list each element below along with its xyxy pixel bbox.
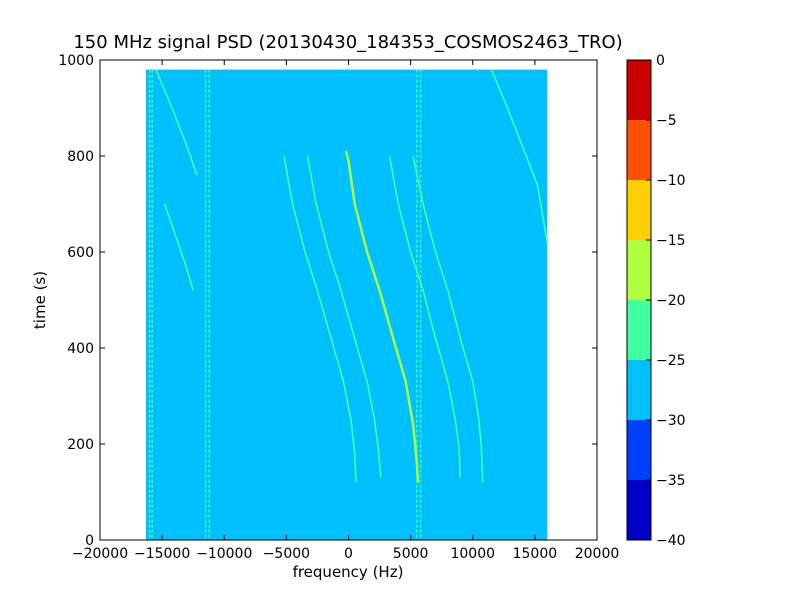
colorbar: 0 −5 −10 −15 −20 −25 −30 −35 −40 <box>626 53 686 549</box>
y-tick-label: 1000 <box>58 53 94 69</box>
x-axis-ticks: −20000 −15000 −10000 −5000 0 5000 10000 15000 20… <box>72 60 619 562</box>
doppler-trace <box>490 69 549 243</box>
y-tick-label: 0 <box>85 533 94 549</box>
y-axis-ticks: 0 200 400 600 800 1000 <box>58 53 597 549</box>
x-tick-label: −10000 <box>196 546 252 562</box>
doppler-trace <box>306 155 382 478</box>
colorbar-segment <box>627 120 651 180</box>
spectrogram-heatmap <box>145 69 549 540</box>
colorbar-tick-label: −30 <box>656 413 686 429</box>
y-tick-label: 400 <box>67 341 94 357</box>
y-tick-label: 600 <box>67 245 94 261</box>
y-axis-label: time (s) <box>31 271 49 329</box>
colorbar-tick-label: −25 <box>656 353 686 369</box>
chart-title: 150 MHz signal PSD (20130430_184353_COSM… <box>73 32 622 53</box>
x-tick-label: 0 <box>344 546 353 562</box>
heatmap-background <box>145 69 548 540</box>
colorbar-segment <box>627 180 651 240</box>
y-tick-label: 800 <box>67 149 94 165</box>
colorbar-tick-label: −20 <box>656 293 686 309</box>
x-tick-label: −20000 <box>72 546 128 562</box>
doppler-trace <box>163 203 194 291</box>
colorbar-segment <box>627 360 651 420</box>
colorbar-tick-label: −40 <box>656 533 686 549</box>
colorbar-segment <box>627 480 651 540</box>
plot-area: −20000 −15000 −10000 −5000 0 5000 10000 15000 20… <box>58 53 619 562</box>
colorbar-tick-label: −15 <box>656 233 686 249</box>
x-tick-label: 20000 <box>575 546 620 562</box>
colorbar-tick-label: −35 <box>656 473 686 489</box>
colorbar-segment <box>627 240 651 300</box>
x-axis-label: frequency (Hz) <box>293 563 404 581</box>
x-tick-label: 10000 <box>450 546 495 562</box>
doppler-trace <box>344 150 420 483</box>
colorbar-segment <box>627 420 651 480</box>
colorbar-tick-label: −5 <box>656 113 677 129</box>
doppler-trace <box>412 155 484 483</box>
doppler-trace <box>388 155 462 478</box>
x-tick-label: −5000 <box>263 546 310 562</box>
colorbar-tick-label: 0 <box>656 53 665 69</box>
y-tick-label: 200 <box>67 437 94 453</box>
x-tick-label: 5000 <box>393 546 429 562</box>
doppler-trace <box>155 69 198 176</box>
x-tick-label: −15000 <box>134 546 190 562</box>
colorbar-tick-label: −10 <box>656 173 686 189</box>
doppler-trace <box>283 155 357 483</box>
x-tick-label: 15000 <box>513 546 558 562</box>
colorbar-segment <box>627 60 651 120</box>
colorbar-segment <box>627 300 651 360</box>
